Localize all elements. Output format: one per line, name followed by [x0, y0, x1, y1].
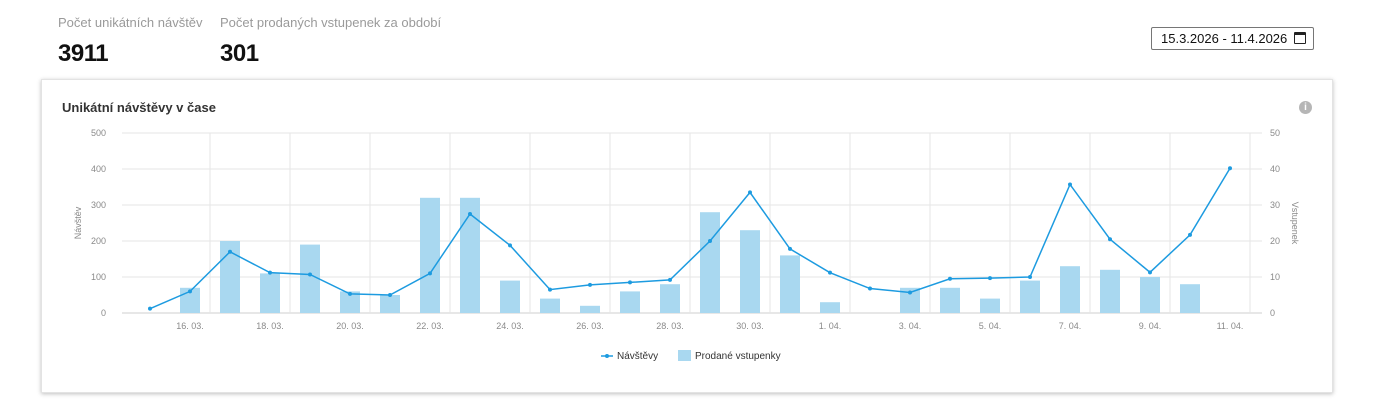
y-left-tick-label: 300 — [91, 200, 106, 210]
bar-tickets — [700, 212, 720, 313]
point-visits — [908, 290, 912, 295]
point-visits — [948, 276, 952, 281]
stat-unique-visits-label: Počet unikátních návštěv — [58, 15, 203, 30]
point-visits — [188, 289, 192, 294]
point-visits — [428, 271, 432, 276]
point-visits — [508, 243, 512, 248]
point-visits — [868, 286, 872, 291]
y-left-tick-label: 400 — [91, 164, 106, 174]
bar-tickets — [1060, 266, 1080, 313]
legend-visits-marker — [605, 354, 609, 358]
legend-visits-label: Návštěvy — [617, 351, 658, 362]
bar-tickets — [900, 287, 920, 313]
bar-tickets — [980, 298, 1000, 313]
point-visits — [708, 239, 712, 243]
y-left-axis-title: Návštěv — [73, 206, 83, 239]
y-left-tick-label: 200 — [91, 236, 106, 246]
y-left-tick-label: 500 — [91, 128, 106, 138]
point-visits — [228, 249, 232, 254]
bar-tickets — [420, 197, 440, 313]
visits-chart-card: Unikátní návštěvy v čase i 0 100 200 300 400… — [41, 79, 1333, 393]
card-title: Unikátní návštěvy v čase — [62, 100, 216, 115]
stat-tickets-sold: Počet prodaných vstupenek za období 301 — [220, 15, 441, 68]
point-visits — [268, 270, 272, 275]
x-tick-label: 9. 04. — [1139, 321, 1162, 331]
stat-unique-visits: Počet unikátních návštěv 3911 — [58, 15, 203, 68]
y-right-tick-label: 50 — [1270, 128, 1280, 138]
y-right-tick-label: 10 — [1270, 272, 1280, 282]
y-right-tick-label: 20 — [1270, 236, 1280, 246]
calendar-icon[interactable] — [1294, 32, 1306, 44]
bar-tickets — [940, 287, 960, 313]
point-visits — [1028, 275, 1032, 279]
line-visits — [149, 167, 1231, 310]
legend-tickets-label: Prodané vstupenky — [695, 351, 781, 362]
bar-tickets — [380, 295, 400, 313]
y-right-tick-label: 0 — [1270, 308, 1275, 318]
stat-unique-visits-value: 3911 — [58, 40, 109, 67]
bar-tickets — [820, 302, 840, 313]
point-visits — [628, 280, 632, 285]
point-visits — [1228, 166, 1232, 171]
point-visits — [1188, 232, 1192, 237]
point-visits — [148, 306, 152, 311]
y-right-axis-title: Vstupenek — [1290, 202, 1300, 245]
x-tick-label: 7. 04. — [1059, 321, 1082, 331]
bar-tickets — [500, 280, 520, 313]
x-tick-label: 24. 03. — [496, 321, 524, 331]
point-visits — [788, 246, 792, 251]
bar-tickets — [1180, 284, 1200, 313]
point-visits — [748, 190, 752, 195]
x-tick-label: 26. 03. — [576, 321, 604, 331]
date-range-input[interactable]: 15.3.2026 - 11.4.2026 — [1151, 27, 1314, 50]
point-visits — [388, 293, 392, 297]
y-right-tick-label: 40 — [1270, 164, 1280, 174]
x-tick-label: 28. 03. — [656, 321, 684, 331]
point-visits — [548, 287, 552, 292]
point-visits — [308, 272, 312, 277]
x-tick-label: 1. 04. — [819, 321, 842, 331]
point-visits — [828, 270, 832, 275]
bar-tickets — [300, 244, 320, 313]
date-range-value: 15.3.2026 - 11.4.2026 — [1161, 31, 1288, 46]
bar-tickets — [740, 230, 760, 313]
x-tick-label: 5. 04. — [979, 321, 1002, 331]
stat-tickets-sold-label: Počet prodaných vstupenek za období — [220, 15, 442, 30]
point-visits — [1068, 182, 1072, 187]
point-visits — [588, 282, 592, 287]
y-left-tick-label: 0 — [101, 308, 106, 318]
point-visits — [1148, 270, 1152, 275]
x-tick-label: 22. 03. — [416, 321, 444, 331]
y-left-tick-label: 100 — [91, 272, 106, 282]
bar-tickets — [260, 273, 280, 313]
bar-tickets — [460, 197, 480, 313]
legend-tickets-swatch — [678, 350, 691, 361]
bar-tickets — [1100, 269, 1120, 313]
info-icon[interactable]: i — [1299, 101, 1312, 114]
point-visits — [468, 212, 472, 216]
bar-tickets — [1140, 277, 1160, 313]
x-tick-label: 18. 03. — [256, 321, 284, 331]
point-visits — [668, 277, 672, 282]
x-tick-label: 30. 03. — [736, 321, 764, 331]
x-tick-label: 20. 03. — [336, 321, 364, 331]
bar-tickets — [580, 305, 600, 313]
bar-tickets — [540, 298, 560, 313]
bar-tickets — [340, 291, 360, 313]
bar-tickets — [220, 241, 240, 313]
x-tick-label: 3. 04. — [899, 321, 922, 331]
stat-tickets-sold-value: 301 — [220, 40, 259, 67]
bar-tickets — [1020, 280, 1040, 313]
y-right-tick-label: 30 — [1270, 200, 1280, 210]
point-visits — [988, 276, 992, 281]
visits-chart: 0 100 200 300 400 500 0 10 20 30 40 50 16. 03. 18. 03… — [73, 128, 1300, 362]
x-tick-label: 16. 03. — [176, 321, 204, 331]
x-tick-label: 11. 04. — [1217, 321, 1244, 331]
point-visits — [348, 291, 352, 296]
bar-tickets — [620, 291, 640, 313]
bar-tickets — [780, 255, 800, 313]
bar-tickets — [660, 284, 680, 313]
point-visits — [1108, 237, 1112, 242]
